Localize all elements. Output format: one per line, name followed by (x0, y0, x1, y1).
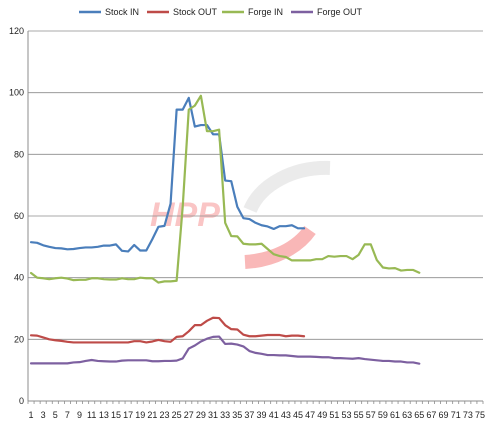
y-tick-label: 80 (14, 149, 24, 159)
x-tick-label: 27 (184, 410, 194, 420)
y-tick-label: 100 (9, 88, 24, 98)
x-tick-label: 31 (208, 410, 218, 420)
legend-label: Stock OUT (173, 7, 218, 17)
x-tick-label: 17 (123, 410, 133, 420)
x-tick-label: 57 (366, 410, 376, 420)
x-tick-label: 7 (65, 410, 70, 420)
watermark-logo: HPP (150, 160, 331, 269)
series-line-stock-in (29, 96, 306, 253)
x-tick-label: 65 (414, 410, 424, 420)
legend-label: Forge OUT (317, 7, 363, 17)
x-tick-label: 59 (378, 410, 388, 420)
x-tick-label: 73 (463, 410, 473, 420)
grid (28, 30, 483, 340)
x-tick-label: 13 (99, 410, 109, 420)
x-tick-label: 3 (41, 410, 46, 420)
x-tick-label: 15 (111, 410, 121, 420)
x-tick-label: 45 (293, 410, 303, 420)
series-line-forge-in (29, 94, 421, 284)
legend-label: Forge IN (248, 7, 283, 17)
x-tick-label: 67 (426, 410, 436, 420)
x-tick-label: 47 (305, 410, 315, 420)
y-tick-label: 60 (14, 211, 24, 221)
x-tick-label: 41 (269, 410, 279, 420)
y-tick-label: 120 (9, 26, 24, 36)
x-tick-label: 69 (439, 410, 449, 420)
x-tick-label: 33 (220, 410, 230, 420)
x-tick-label: 29 (196, 410, 206, 420)
x-tick-label: 25 (172, 410, 182, 420)
series-line-forge-out (29, 335, 421, 365)
x-tick-label: 49 (317, 410, 327, 420)
series-line-stock-out (29, 316, 306, 344)
x-tick-label: 37 (244, 410, 254, 420)
x-tick-label: 39 (257, 410, 267, 420)
x-tick-label: 5 (53, 410, 58, 420)
x-tick-label: 71 (451, 410, 461, 420)
x-tick-label: 9 (77, 410, 82, 420)
y-tick-label: 20 (14, 334, 24, 344)
x-tick-label: 55 (354, 410, 364, 420)
legend: Stock IN Stock OUT Forge IN Forge OUT (79, 7, 363, 17)
watermark-text: HPP (150, 196, 220, 234)
x-tick-label: 75 (475, 410, 485, 420)
series (29, 94, 421, 365)
x-tick-label: 43 (281, 410, 291, 420)
x-tick-label: 63 (402, 410, 412, 420)
x-tick-label: 23 (159, 410, 169, 420)
x-tick-label: 61 (390, 410, 400, 420)
x-tick-label: 35 (232, 410, 242, 420)
x-tick-label: 1 (29, 410, 34, 420)
x-tick-label: 51 (329, 410, 339, 420)
x-tick-label: 11 (87, 410, 96, 420)
x-tick-label: 21 (147, 410, 157, 420)
y-tick-label: 0 (19, 396, 24, 406)
legend-label: Stock IN (105, 7, 139, 17)
x-tick-label: 19 (135, 410, 145, 420)
y-tick-label: 40 (14, 273, 24, 283)
x-tick-label: 53 (341, 410, 351, 420)
